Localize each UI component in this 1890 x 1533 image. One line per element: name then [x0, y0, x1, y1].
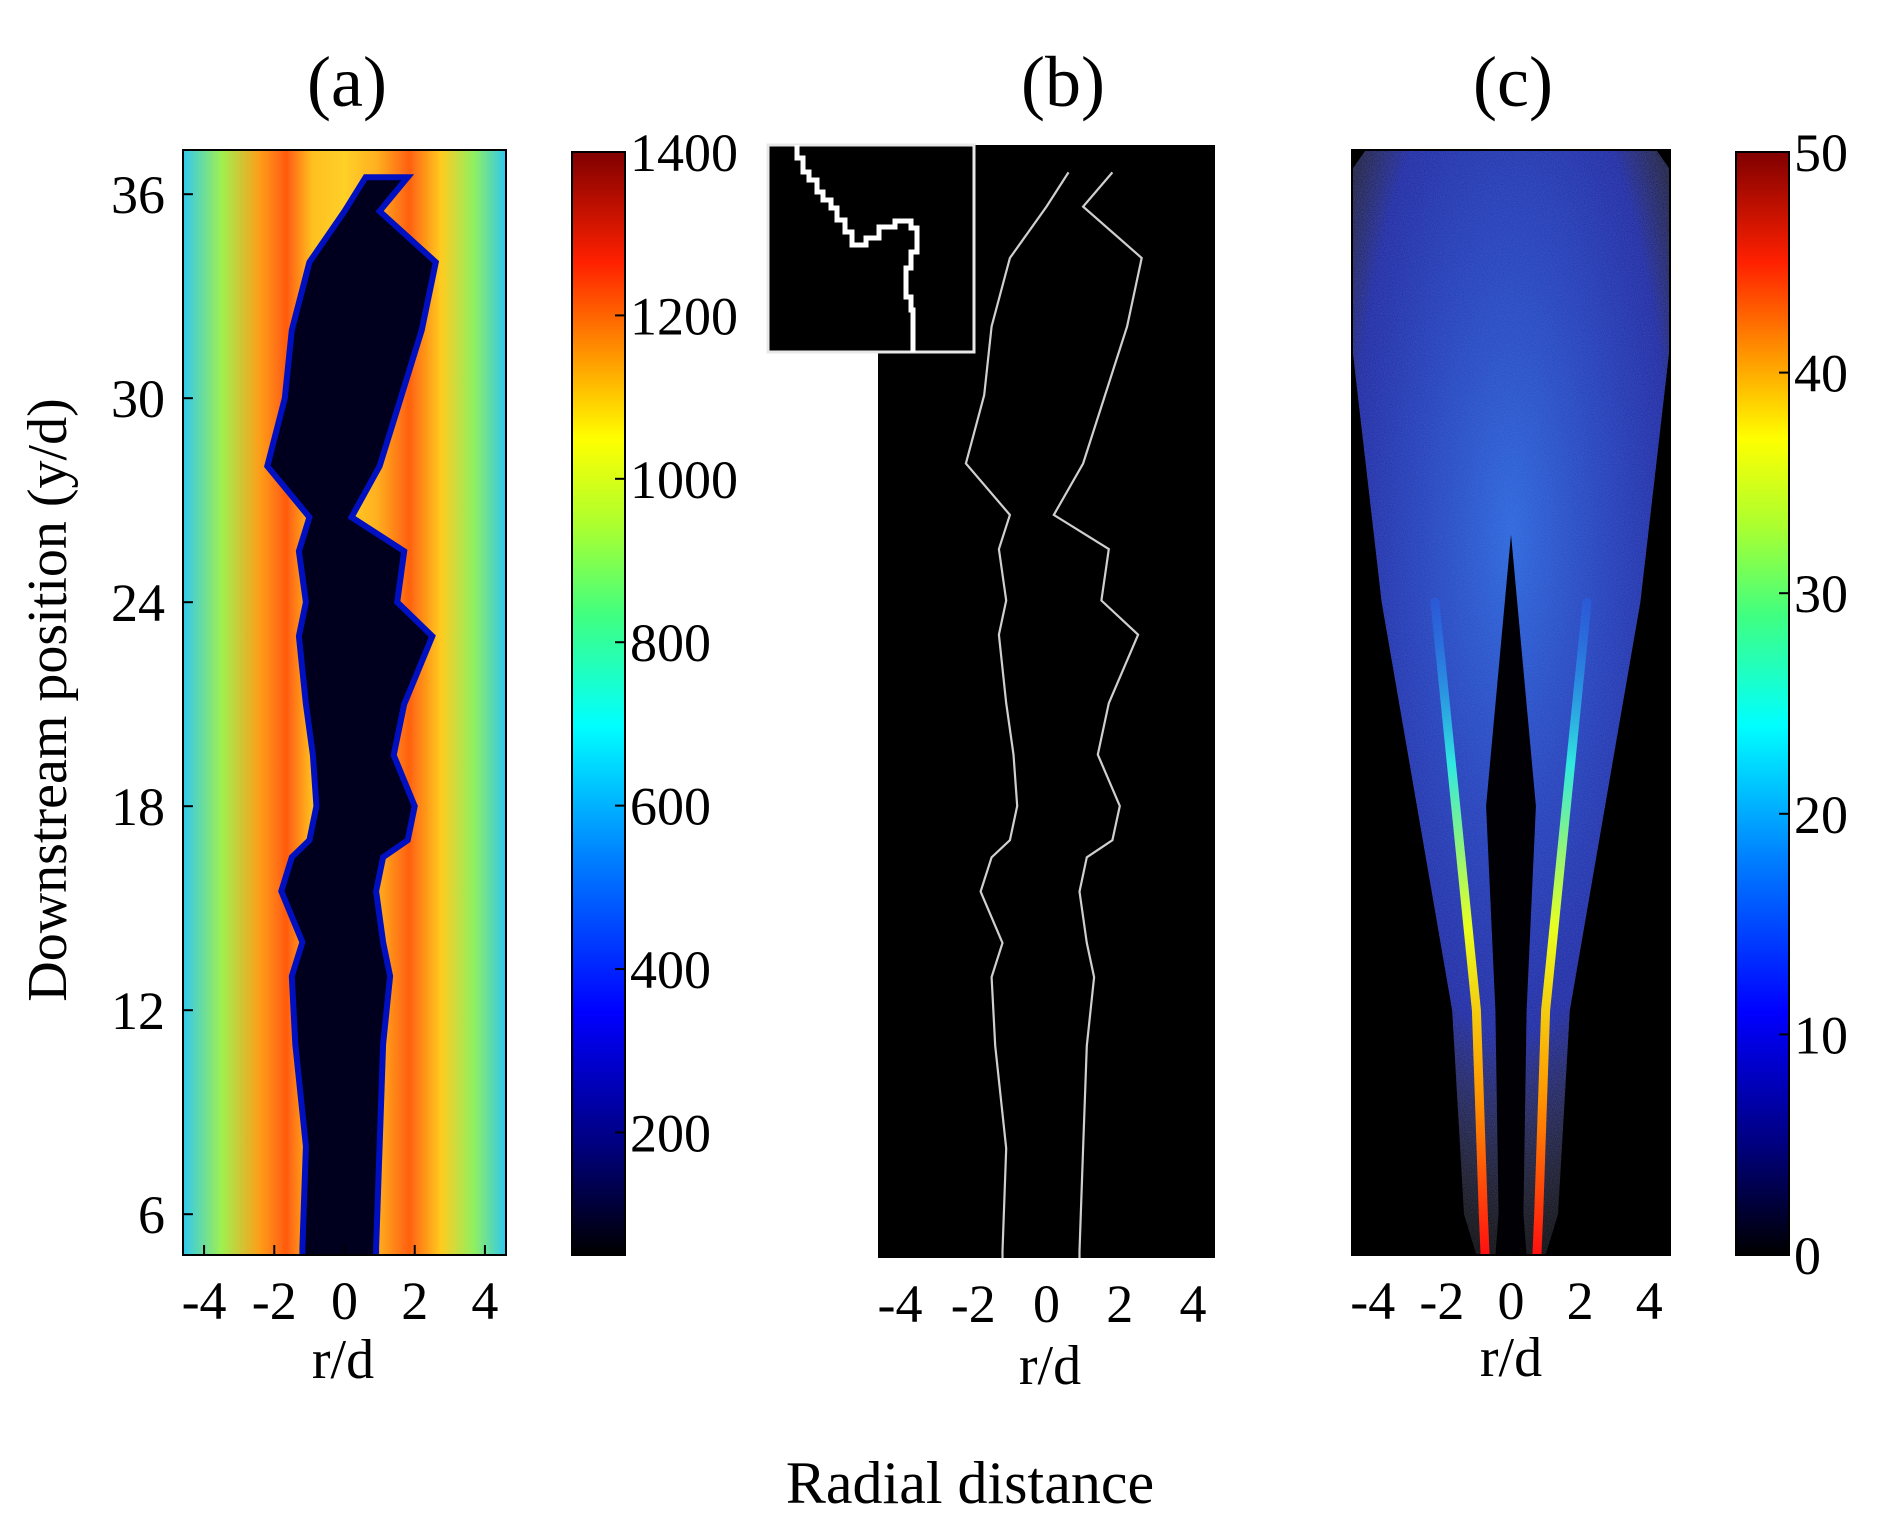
x-tick-label: -2 [951, 1274, 996, 1334]
colorbar-tick-label: 800 [630, 613, 711, 673]
colorbar-tick-label: 40 [1794, 344, 1848, 404]
colorbar-tick-label: 10 [1794, 1005, 1848, 1065]
colorbar-tick-label: 50 [1794, 123, 1848, 183]
panel-c-peak-left [1430, 597, 1490, 1255]
y-axis-label: Downstream position (y/d) [17, 398, 79, 1001]
panel-b-inset-frame [766, 143, 976, 354]
panel-label-c: (c) [1473, 42, 1553, 122]
panel-c-ticks: -4 -2 0 2 4 [1350, 1245, 1663, 1331]
x-tick-label: -4 [182, 1271, 227, 1331]
colorbar-tick-label: 20 [1794, 785, 1848, 845]
panel-b-edge-left [964, 171, 1070, 1258]
x-tick-label: 2 [401, 1271, 428, 1331]
y-tick-label: 12 [111, 981, 165, 1041]
panel-a-xlabel: r/d [312, 1329, 374, 1391]
x-tick-label: -4 [877, 1274, 922, 1334]
panel-b-edge-right [1052, 171, 1143, 1258]
colorbar-a-ticks: 200 400 600 800 1000 1200 1400 [615, 123, 738, 1163]
x-tick-label: 0 [1033, 1274, 1060, 1334]
colorbar-tick-label: 1400 [630, 123, 738, 183]
colorbar-tick-label: 1200 [630, 286, 738, 346]
panel-c-jet-core [1486, 534, 1536, 1255]
y-tick-label: 18 [111, 777, 165, 837]
colorbar-c [1735, 151, 1790, 1256]
x-tick-label: 2 [1106, 1274, 1133, 1334]
panel-b-inset [766, 143, 976, 354]
x-tick-label: 4 [471, 1271, 498, 1331]
x-tick-label: 2 [1567, 1271, 1594, 1331]
panel-c-heatmap [1352, 150, 1670, 1255]
x-tick-label: 0 [331, 1271, 358, 1331]
colorbar-tick-label: 400 [630, 940, 711, 1000]
panel-label-a: (a) [307, 42, 387, 122]
panel-b-ticks: -4 -2 0 2 4 [877, 1248, 1207, 1334]
x-tick-label: 4 [1636, 1271, 1663, 1331]
x-tick-label: -4 [1350, 1271, 1395, 1331]
colorbar-tick-label: 200 [630, 1103, 711, 1163]
y-tick-label: 24 [111, 573, 165, 633]
panel-a-jet-core [264, 174, 440, 1255]
panel-b-xlabel: r/d [1019, 1335, 1081, 1397]
x-axis-label: Radial distance [786, 1450, 1154, 1516]
panel-label-b: (b) [1021, 42, 1105, 122]
x-tick-label: 0 [1498, 1271, 1525, 1331]
panel-a-heatmap [183, 150, 506, 1255]
y-tick-label: 30 [111, 369, 165, 429]
panel-c-xlabel: r/d [1480, 1327, 1542, 1389]
y-tick-label: 36 [111, 165, 165, 225]
colorbar-a [571, 151, 626, 1256]
colorbar-tick-label: 600 [630, 777, 711, 837]
colorbar-tick-label: 30 [1794, 564, 1848, 624]
y-tick-label: 6 [138, 1185, 165, 1245]
x-tick-label: 4 [1180, 1274, 1207, 1334]
x-tick-label: -2 [1419, 1271, 1464, 1331]
colorbar-tick-label: 0 [1794, 1226, 1821, 1286]
panel-b-inset-edge [794, 145, 920, 352]
panel-c-peak-right [1532, 597, 1592, 1255]
colorbar-c-ticks: 0 10 20 30 40 50 [1779, 123, 1848, 1286]
colorbar-tick-label: 1000 [630, 450, 738, 510]
x-tick-label: -2 [252, 1271, 297, 1331]
